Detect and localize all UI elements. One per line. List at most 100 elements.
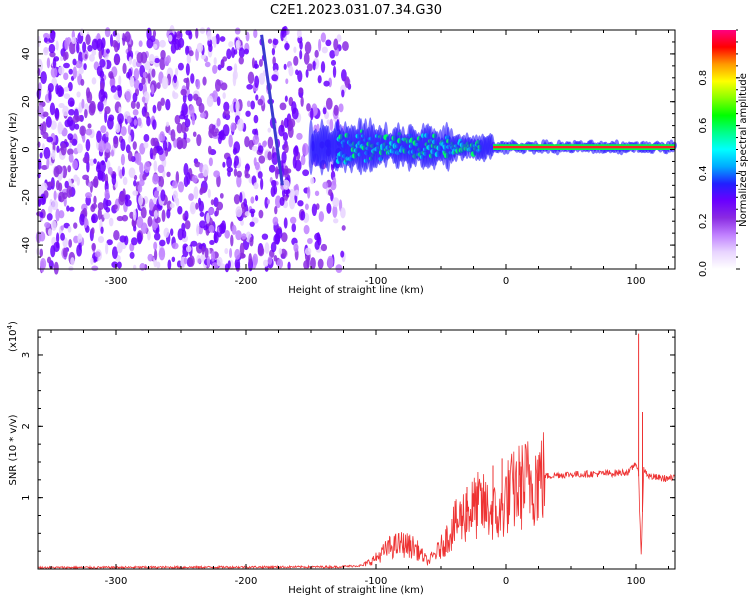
heatmap-cell	[105, 242, 109, 255]
heatmap-cell	[86, 91, 93, 104]
heatmap-cell	[42, 131, 49, 140]
heatmap-cell	[238, 47, 245, 59]
heatmap-cell	[258, 209, 264, 219]
heatmap-cell	[231, 224, 237, 235]
heatmap-cell	[194, 161, 201, 168]
heatmap-cell	[180, 109, 184, 117]
heatmap-cell	[76, 91, 81, 98]
colorbar: 0.0 0.2 0.4 0.6 0.8 Normalized spectral ampl…	[698, 29, 749, 277]
heatmap-cell	[167, 259, 172, 270]
heatmap-cell	[270, 179, 277, 187]
heatmap-cell	[169, 202, 175, 209]
heatmap-cell	[169, 228, 174, 236]
heatmap-cell	[55, 208, 60, 222]
heatmap-cell	[263, 259, 269, 267]
heatmap-cell	[149, 147, 154, 160]
heatmap-cell	[192, 131, 197, 137]
heatmap-cell	[70, 257, 75, 266]
heatmap-cell	[333, 104, 339, 116]
heatmap-cell	[67, 133, 74, 141]
heatmap-cell	[260, 177, 264, 190]
x-tick-label: -100	[365, 276, 388, 287]
heatmap-cell	[296, 132, 303, 140]
heatmap-cell	[234, 155, 240, 167]
heatmap-cell	[104, 27, 111, 38]
heatmap-cell	[122, 32, 126, 46]
heatmap-cell	[56, 145, 60, 153]
heatmap-cell	[72, 58, 77, 66]
heatmap-cell	[305, 69, 309, 78]
heatmap-cell	[317, 258, 324, 269]
heatmap-cell	[236, 174, 242, 188]
heatmap-cell	[340, 250, 345, 258]
heatmap-cell	[288, 118, 296, 129]
heatmap-cell	[323, 80, 330, 87]
heatmap-cell	[58, 103, 65, 109]
heatmap-cell	[189, 201, 197, 215]
heatmap-cell	[71, 138, 78, 146]
heatmap-cell	[76, 244, 82, 257]
heatmap-cell	[234, 248, 241, 260]
heatmap-cell	[262, 140, 267, 148]
heatmap-cells	[35, 25, 677, 275]
heatmap-cell	[272, 38, 279, 46]
heatmap-cell	[91, 214, 96, 224]
heatmap-cell	[152, 30, 157, 38]
heatmap-cell	[140, 222, 148, 234]
heatmap-cell	[120, 126, 127, 136]
heatmap-cell	[93, 158, 97, 164]
heatmap-cell	[204, 247, 209, 259]
heatmap-cell	[254, 60, 258, 70]
heatmap-cell	[202, 76, 207, 86]
heatmap-cell	[320, 32, 327, 43]
heatmap-cell	[176, 30, 181, 39]
heatmap-cell	[284, 42, 290, 50]
heatmap-cell	[75, 60, 83, 69]
heatmap-cell	[48, 43, 56, 54]
heatmap-cell	[198, 200, 205, 212]
heatmap-cell	[199, 27, 206, 34]
heatmap-cell	[172, 90, 176, 98]
heatmap-cell	[248, 253, 253, 266]
heatmap-cell	[254, 161, 260, 171]
heatmap-cell	[245, 31, 250, 42]
heatmap-cell	[314, 240, 320, 250]
heatmap-cell	[279, 102, 287, 111]
heatmap-cell	[85, 138, 91, 152]
heatmap-cell	[55, 164, 63, 175]
heatmap-cell	[279, 196, 285, 206]
heatmap-cell	[187, 93, 193, 102]
heatmap-cell	[127, 44, 132, 53]
heatmap-cell	[146, 27, 152, 41]
heatmap-cell	[311, 203, 318, 217]
y-tick-label: 0	[21, 146, 32, 152]
heatmap-ylabel: Frequency (Hz)	[8, 112, 19, 188]
heatmap-cell	[325, 39, 332, 47]
heatmap-cell	[116, 215, 124, 222]
heatmap-cell	[222, 124, 230, 137]
heatmap-cell	[133, 153, 140, 164]
heatmap-cell	[39, 248, 44, 258]
heatmap-cell	[133, 225, 137, 232]
heatmap-cell	[172, 180, 178, 189]
heatmap-cell	[190, 73, 195, 84]
heatmap-cell	[63, 72, 69, 81]
heatmap-cell	[62, 105, 69, 117]
heatmap-cell	[46, 181, 54, 187]
heatmap-cell	[293, 55, 299, 66]
heatmap-cell	[89, 100, 96, 114]
heatmap-cell	[344, 76, 350, 89]
heatmap-cell	[72, 66, 77, 79]
heatmap-cell	[185, 63, 190, 76]
heatmap-cell	[97, 235, 105, 244]
heatmap-cell	[132, 209, 137, 221]
heatmap-cell	[217, 131, 223, 145]
heatmap-cell	[188, 31, 193, 40]
heatmap-cell	[307, 186, 311, 199]
heatmap-cell	[278, 124, 285, 137]
heatmap-cell	[318, 211, 325, 222]
heatmap-cell	[133, 180, 137, 187]
heatmap-cell	[60, 225, 64, 231]
heatmap-cell	[35, 231, 42, 244]
heatmap-cell	[332, 197, 340, 208]
